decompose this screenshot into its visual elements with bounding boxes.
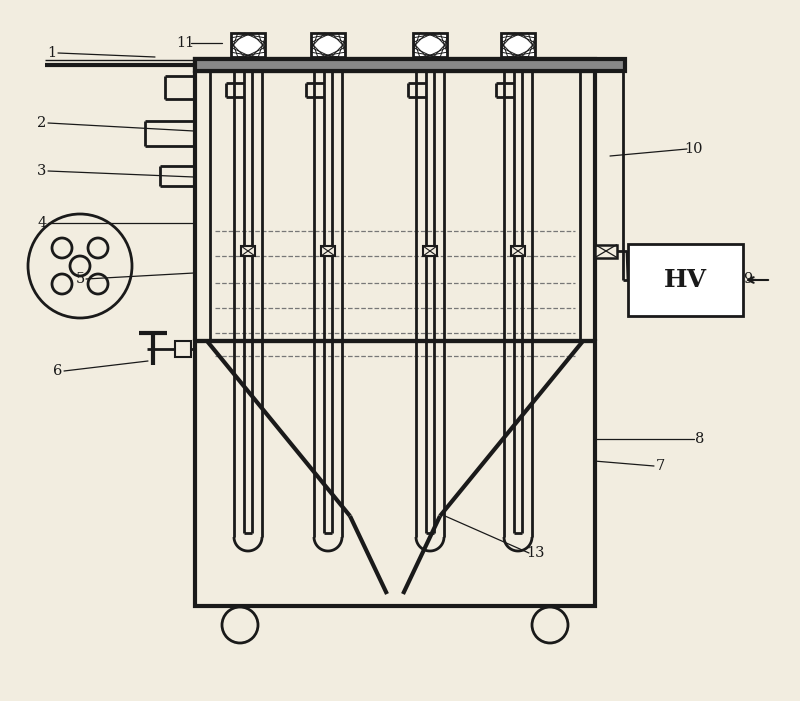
Bar (195, 59, 595, 71)
Text: 8: 8 (695, 432, 705, 446)
Text: 11: 11 (176, 36, 194, 50)
Bar (511, 246, 525, 256)
Bar (413, 33, 447, 57)
Text: 2: 2 (38, 116, 46, 130)
Text: HV: HV (664, 268, 707, 292)
Bar (321, 246, 335, 256)
Text: 13: 13 (526, 546, 544, 560)
Text: 9: 9 (743, 272, 753, 286)
Bar (231, 33, 265, 57)
Bar (423, 246, 437, 256)
Bar (195, 341, 595, 606)
Text: 7: 7 (655, 459, 665, 473)
Text: 10: 10 (684, 142, 702, 156)
Bar (175, 341, 191, 357)
Bar (628, 244, 743, 316)
Text: 6: 6 (54, 364, 62, 378)
Text: 4: 4 (38, 216, 46, 230)
Bar (501, 33, 535, 57)
Bar (195, 59, 625, 71)
Text: 5: 5 (75, 272, 85, 286)
Bar (311, 33, 345, 57)
Bar (595, 245, 617, 257)
Text: 1: 1 (47, 46, 57, 60)
Text: 3: 3 (38, 164, 46, 178)
Bar (241, 246, 255, 256)
